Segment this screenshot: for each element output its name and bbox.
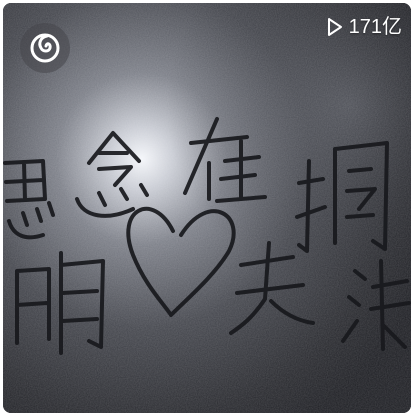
playlist-card[interactable]: 171亿 — [3, 3, 411, 413]
play-count-badge: 171亿 — [327, 13, 402, 41]
play-count-text: 171亿 — [349, 13, 402, 41]
netease-music-logo-icon — [20, 23, 70, 73]
play-triangle-icon — [327, 17, 343, 37]
cover-image — [3, 3, 411, 413]
